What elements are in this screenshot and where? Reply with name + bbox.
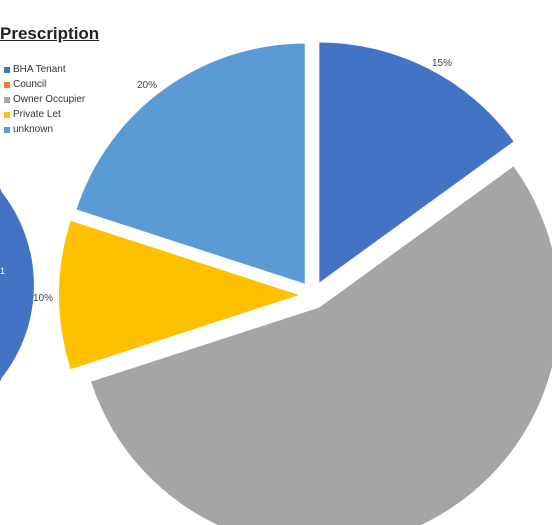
chart-title: Prescription xyxy=(0,24,100,43)
data-label-unknown: 20% xyxy=(137,80,157,91)
pie-slice-private-let xyxy=(58,220,299,370)
chart-legend: BHA Tenant Council Owner Occupier Privat… xyxy=(4,62,85,137)
legend-swatch-private-let xyxy=(4,111,10,118)
pie-slice-unknown xyxy=(76,43,305,284)
legend-item-council: Council xyxy=(4,77,85,92)
legend-item-private-let: Private Let xyxy=(4,107,85,122)
legend-label-council: Council xyxy=(13,79,47,90)
legend-item-unknown: unknown xyxy=(4,122,85,137)
legend-item-bha-tenant: BHA Tenant xyxy=(4,62,85,77)
legend-label-bha-tenant: BHA Tenant xyxy=(13,64,66,75)
pie-data-labels: 15% 10% 20% xyxy=(33,58,452,304)
left-chart-fragment-body xyxy=(0,188,22,382)
pie-slice-owner-occupier xyxy=(91,166,552,525)
legend-swatch-owner-occupier xyxy=(4,96,10,103)
left-chart-fragment-label: 1 xyxy=(0,266,6,276)
pie-slices xyxy=(58,42,552,525)
legend-swatch-bha-tenant xyxy=(4,66,10,73)
legend-swatch-council xyxy=(4,81,10,88)
legend-label-owner-occupier: Owner Occupier xyxy=(13,94,86,105)
legend-label-unknown: unknown xyxy=(13,124,54,135)
pie-slice-bha-tenant xyxy=(319,42,514,283)
data-label-private-let: 10% xyxy=(33,293,53,304)
legend-swatch-unknown xyxy=(4,126,10,133)
data-label-bha-tenant: 15% xyxy=(432,58,452,69)
legend-item-owner-occupier: Owner Occupier xyxy=(4,92,85,107)
legend-label-private-let: Private Let xyxy=(13,109,61,120)
